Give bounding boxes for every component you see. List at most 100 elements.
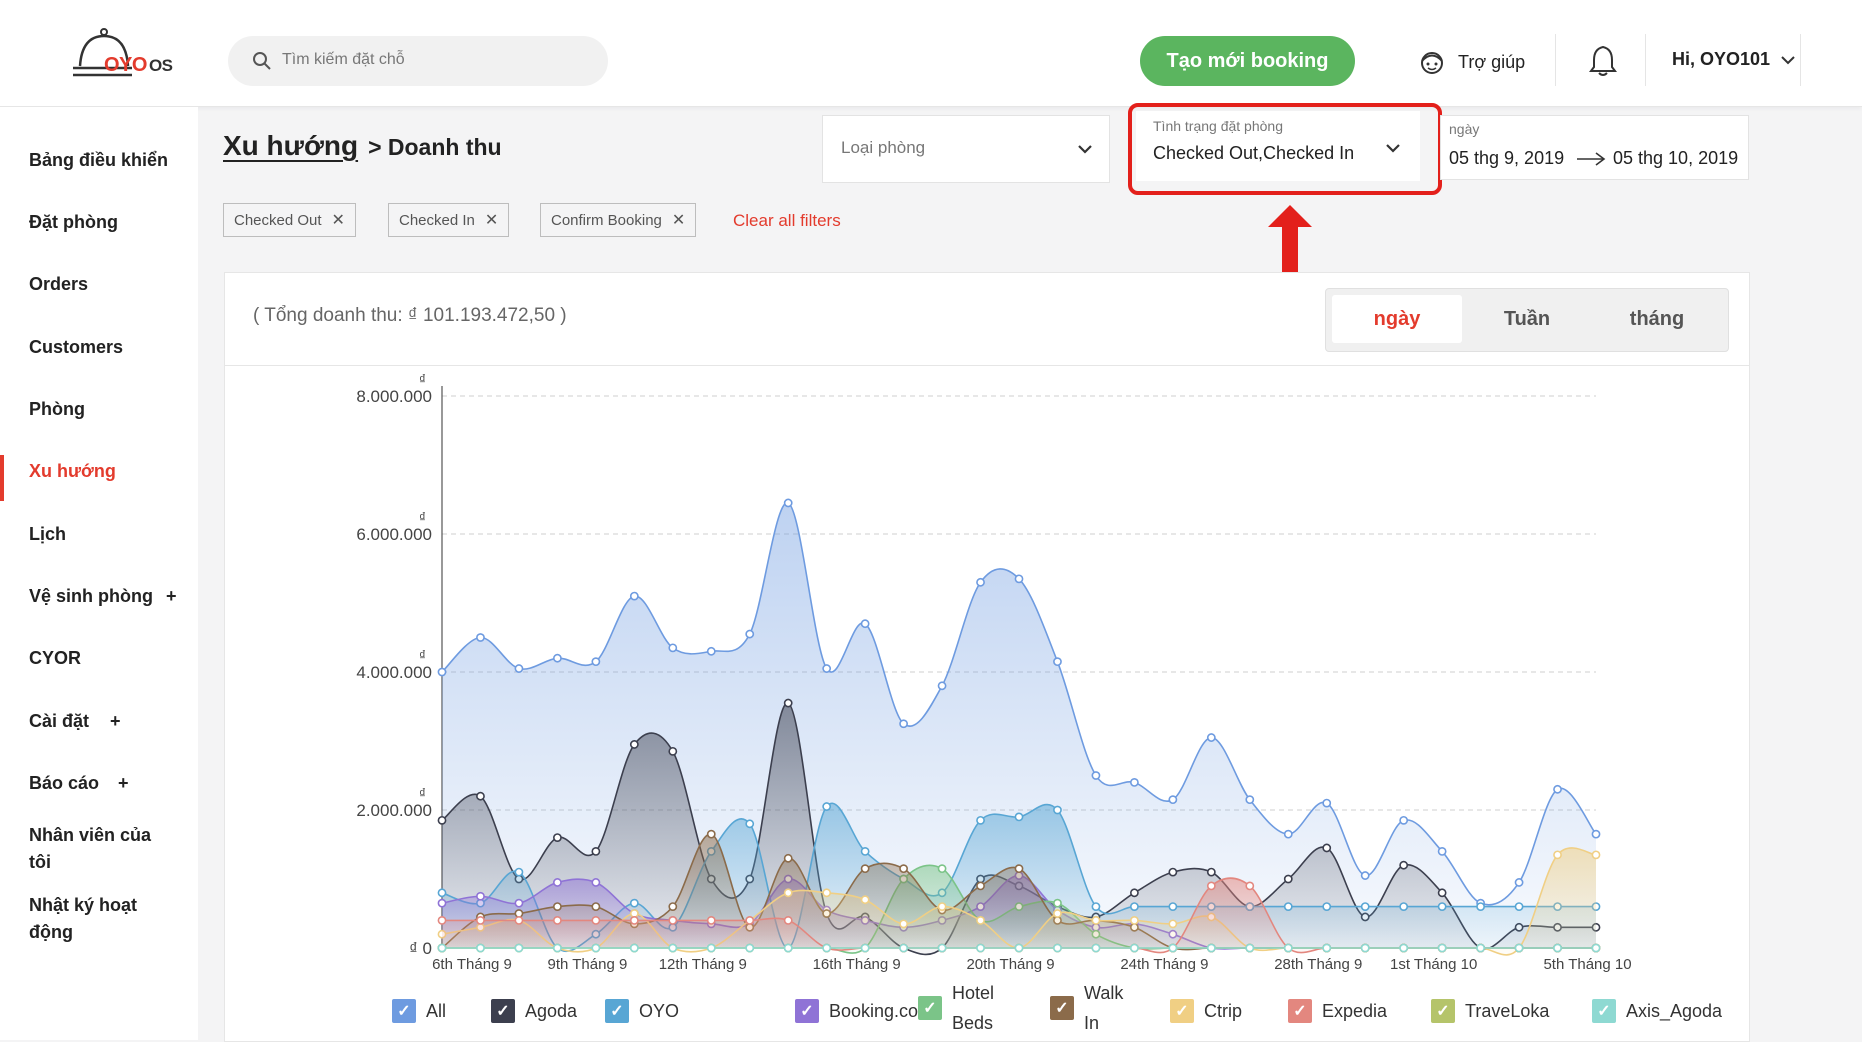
x-tick-label: 9th Tháng 9 bbox=[548, 956, 628, 973]
data-point bbox=[1322, 843, 1332, 853]
legend-item-booking-com[interactable]: ✓ Booking.com bbox=[795, 996, 933, 1026]
data-point bbox=[1168, 943, 1178, 953]
legend-item-oyo[interactable]: ✓ OYO bbox=[605, 996, 679, 1026]
data-point bbox=[1322, 902, 1332, 911]
data-point bbox=[591, 657, 601, 667]
date-label: ngày bbox=[1449, 121, 1480, 137]
search-input[interactable]: Tìm kiếm đặt chỗ bbox=[228, 36, 608, 86]
y-tick-label: 6.000.000 bbox=[356, 525, 432, 544]
data-point bbox=[629, 591, 639, 601]
data-point bbox=[1399, 815, 1409, 825]
checkbox-icon[interactable]: ✓ bbox=[795, 999, 819, 1023]
close-icon[interactable]: ✕ bbox=[671, 212, 686, 229]
data-point bbox=[1130, 943, 1139, 953]
data-point bbox=[1360, 943, 1370, 953]
data-point bbox=[860, 619, 870, 629]
cloche-icon bbox=[73, 28, 132, 77]
filter-chip-checked-out[interactable]: Checked Out ✕ bbox=[223, 203, 356, 237]
data-point bbox=[976, 916, 985, 925]
data-point bbox=[668, 643, 678, 653]
filter-chip-checked-in[interactable]: Checked In ✕ bbox=[388, 203, 510, 237]
data-point bbox=[1591, 829, 1601, 839]
checkbox-icon[interactable]: ✓ bbox=[392, 999, 416, 1023]
data-point bbox=[783, 888, 793, 898]
data-point bbox=[1283, 829, 1293, 839]
legend-item-axis-agoda[interactable]: ✓ Axis_Agoda bbox=[1592, 996, 1722, 1026]
checkbox-icon[interactable]: ✓ bbox=[1050, 996, 1074, 1020]
data-point bbox=[1053, 909, 1062, 918]
data-point bbox=[899, 919, 908, 929]
data-point bbox=[976, 943, 985, 953]
checkbox-icon[interactable]: ✓ bbox=[491, 999, 515, 1023]
data-point bbox=[1014, 943, 1024, 953]
checkbox-icon[interactable]: ✓ bbox=[1431, 999, 1455, 1023]
data-point bbox=[553, 916, 562, 925]
close-icon[interactable]: ✕ bbox=[331, 212, 345, 229]
filter-chip-confirm-booking[interactable]: Confirm Booking ✕ bbox=[540, 203, 697, 237]
x-tick-label: 20th Tháng 9 bbox=[966, 956, 1054, 973]
checkbox-icon[interactable]: ✓ bbox=[918, 996, 942, 1020]
series-line-all bbox=[441, 502, 1597, 906]
data-point bbox=[1245, 943, 1255, 953]
expand-icon: + bbox=[110, 711, 121, 731]
data-point bbox=[437, 898, 447, 908]
data-point bbox=[668, 943, 678, 953]
oyo-os-logo[interactable]: OYO OS bbox=[70, 28, 180, 90]
legend-item-all[interactable]: ✓ All bbox=[392, 996, 446, 1026]
legend-item-walk-in[interactable]: ✓ Walk In bbox=[1050, 978, 1134, 1038]
data-point bbox=[476, 891, 485, 901]
breadcrumb-trends-link[interactable]: Xu hướng bbox=[223, 130, 359, 161]
data-point bbox=[1206, 881, 1216, 891]
data-point bbox=[783, 916, 793, 925]
legend-item-hotel-beds[interactable]: ✓ Hotel Beds bbox=[918, 978, 1002, 1038]
checkbox-icon[interactable]: ✓ bbox=[605, 999, 629, 1023]
close-icon[interactable]: ✕ bbox=[484, 212, 499, 229]
data-point bbox=[1014, 864, 1024, 874]
tab-week[interactable]: Tuần bbox=[1503, 308, 1551, 330]
data-point bbox=[1053, 657, 1062, 667]
period-toggle: ngày Tuần tháng bbox=[1325, 288, 1729, 352]
data-point bbox=[553, 878, 562, 887]
booking-status-dropdown[interactable]: Tình trạng đặt phòng Checked Out,Checked… bbox=[1136, 111, 1420, 181]
legend-label: Walk In bbox=[1084, 983, 1124, 1033]
data-point bbox=[1437, 888, 1447, 898]
x-tick-label: 16th Tháng 9 bbox=[813, 956, 901, 973]
data-point bbox=[1360, 902, 1370, 911]
notification-bell-icon[interactable] bbox=[1588, 44, 1618, 78]
legend-label: OYO bbox=[639, 1001, 680, 1021]
data-point bbox=[514, 867, 524, 877]
chevron-down-icon bbox=[1781, 55, 1795, 64]
checkbox-icon[interactable]: ✓ bbox=[1288, 999, 1312, 1023]
breadcrumb-current: > Doanh thu bbox=[368, 134, 502, 160]
legend-item-expedia[interactable]: ✓ Expedia bbox=[1288, 996, 1387, 1026]
legend-item-traveloka[interactable]: ✓ TraveLoka bbox=[1431, 996, 1549, 1026]
legend-label: All bbox=[426, 1001, 447, 1021]
data-point bbox=[1206, 867, 1216, 877]
tab-month[interactable]: tháng bbox=[1629, 308, 1685, 330]
top-bar: OYO OS Tìm kiếm đặt chỗ Tạo mới booking T… bbox=[0, 0, 1862, 107]
help-link[interactable]: Trợ giúp bbox=[1418, 47, 1525, 77]
checkbox-icon[interactable]: ✓ bbox=[1592, 999, 1616, 1023]
data-point bbox=[437, 916, 447, 925]
legend-item-agoda[interactable]: ✓ Agoda bbox=[491, 996, 577, 1026]
user-menu[interactable]: Hi, OYO101 bbox=[1672, 49, 1796, 70]
room-type-dropdown[interactable]: Loại phòng bbox=[822, 115, 1110, 183]
currency-symbol: ₫ bbox=[419, 647, 426, 663]
date-range-picker[interactable]: ngày 05 thg 9, 2019 05 thg 10, 2019 bbox=[1440, 115, 1749, 180]
clear-filters-link[interactable]: Clear all filters bbox=[733, 211, 841, 230]
booking-status-value: Checked Out,Checked In bbox=[1153, 143, 1355, 163]
data-point bbox=[1206, 733, 1216, 742]
data-point bbox=[1322, 943, 1332, 953]
data-point bbox=[1476, 902, 1485, 911]
new-booking-button[interactable]: Tạo mới booking bbox=[1140, 36, 1355, 86]
data-point bbox=[629, 898, 639, 908]
data-point bbox=[437, 888, 447, 898]
x-tick-label: 28th Tháng 9 bbox=[1274, 956, 1362, 973]
y-tick-label: 8.000.000 bbox=[356, 387, 432, 406]
data-point bbox=[783, 698, 793, 708]
data-point bbox=[706, 943, 716, 953]
tab-day[interactable]: ngày bbox=[1332, 295, 1462, 343]
legend-item-ctrip[interactable]: ✓ Ctrip bbox=[1170, 996, 1242, 1026]
checkbox-icon[interactable]: ✓ bbox=[1170, 999, 1194, 1023]
